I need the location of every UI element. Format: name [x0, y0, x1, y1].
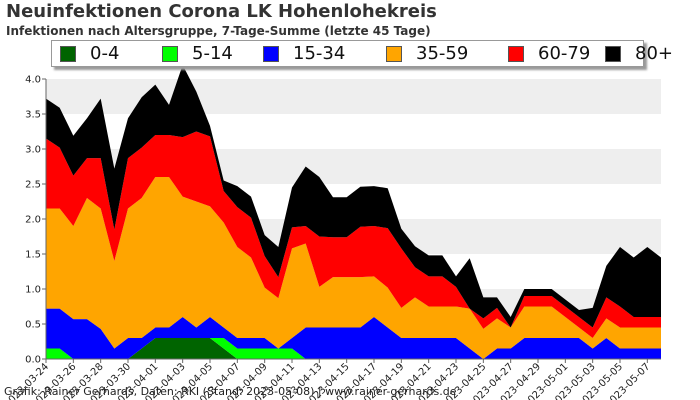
legend-item: 60-79	[508, 41, 590, 66]
legend-item: 5-14	[162, 41, 233, 66]
legend-swatch	[263, 45, 279, 62]
legend-item: 15-34	[263, 41, 345, 66]
legend-label: 35-59	[416, 43, 469, 64]
chart-title: Neuinfektionen Corona LK Hohenlohekreis	[6, 1, 437, 22]
y-tick-label: 0.5	[25, 320, 41, 331]
y-tick-label: 4.0	[25, 75, 41, 86]
area-series-15-34	[46, 308, 661, 359]
legend-item: 80+	[605, 41, 673, 66]
legend-label: 15-34	[293, 43, 346, 64]
footer-credit: Grafik: Rainer Gerhards, Daten: RKI (Sta…	[4, 385, 457, 398]
area-series-35-59	[46, 177, 661, 359]
legend-label: 5-14	[192, 43, 233, 64]
legend-label: 0-4	[90, 43, 120, 64]
legend-swatch	[508, 45, 524, 62]
y-tick-label: 3.0	[25, 145, 41, 156]
area-series-0-4	[46, 338, 661, 359]
legend-swatch	[605, 45, 621, 62]
y-tick-label: 1.0	[25, 285, 41, 296]
legend-swatch	[60, 45, 76, 62]
area-series	[46, 65, 661, 359]
y-tick-label: 0.0	[25, 355, 41, 366]
legend-swatch	[386, 45, 402, 62]
legend-label: 60-79	[538, 43, 591, 64]
y-tick-label: 1.5	[25, 250, 41, 261]
area-series-80+	[46, 65, 661, 328]
legend: 0-4 5-14 15-34 35-59 60-79 80+	[51, 40, 673, 67]
chart-subtitle: Infektionen nach Altersgruppe, 7-Tage-Su…	[6, 24, 431, 38]
y-tick-label: 3.5	[25, 110, 41, 121]
legend-swatch	[162, 45, 178, 62]
legend-label: 80+	[635, 43, 673, 64]
y-tick-label: 2.5	[25, 180, 41, 191]
y-tick-label: 2.0	[25, 215, 41, 226]
legend-item: 0-4	[60, 41, 119, 66]
legend-item: 35-59	[386, 41, 468, 66]
area-series-60-79	[46, 131, 661, 338]
y-tick-labels: 0.0 0.5 1.0 1.5 2.0 2.5 3.0 3.5 4.0	[25, 75, 46, 366]
